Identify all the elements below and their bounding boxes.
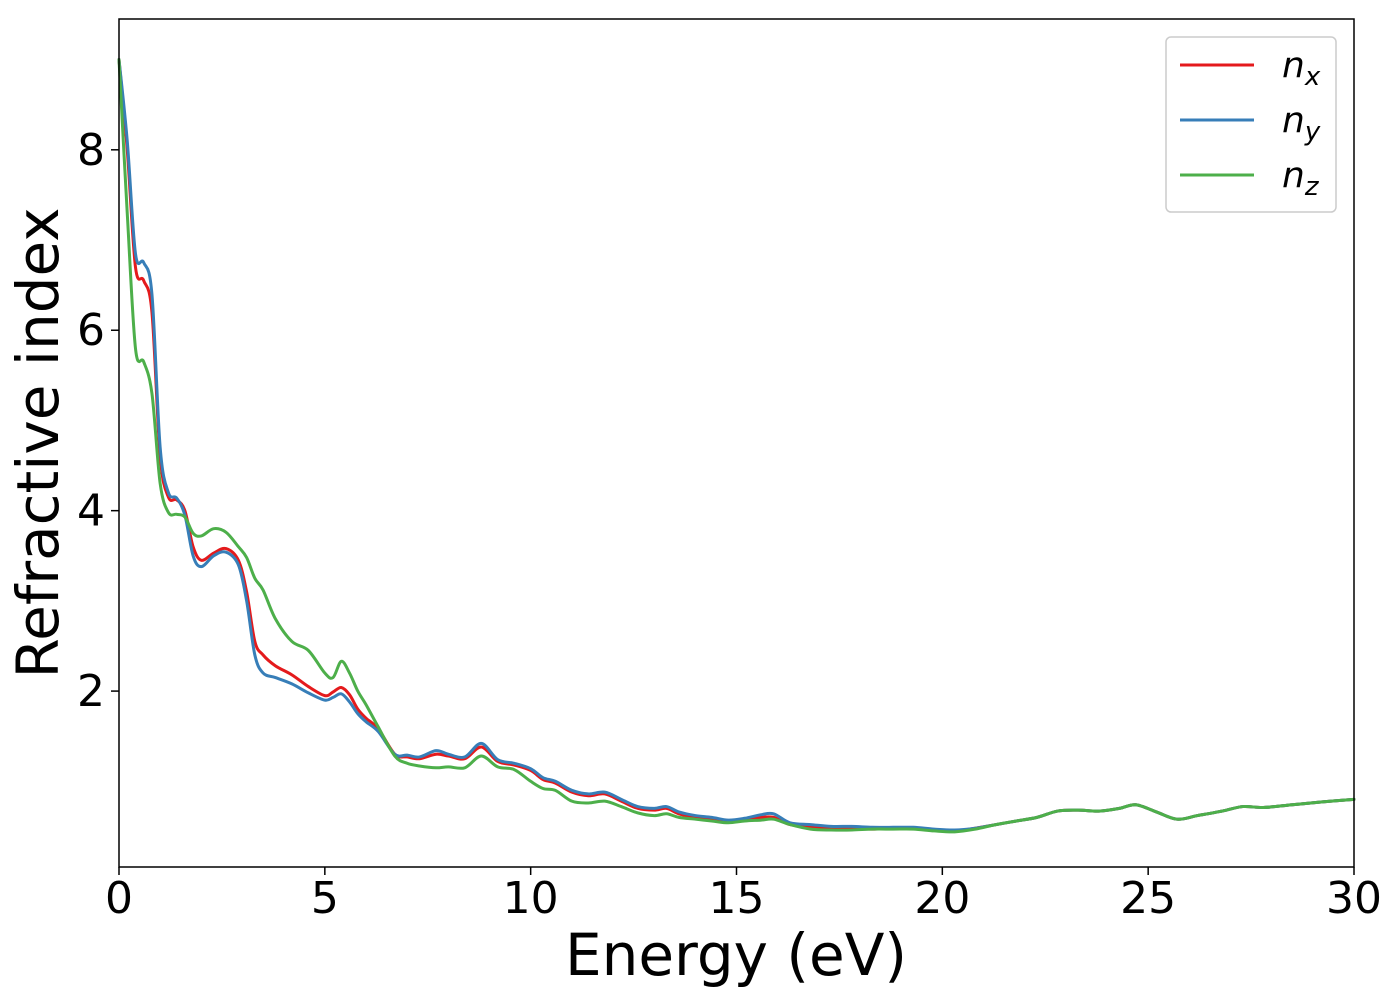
legend-label-ny: ny: [1282, 100, 1321, 147]
x-tick-label: 0: [105, 873, 133, 924]
x-tick-label: 25: [1120, 873, 1176, 924]
y-tick-label: 4: [77, 486, 105, 537]
legend-box: [1165, 36, 1337, 213]
series-layer: [117, 58, 1356, 834]
x-tick-label: 30: [1326, 873, 1382, 924]
x-tick-label: 15: [709, 873, 765, 924]
series-line-nz: [117, 58, 1356, 834]
x-axis-title: Energy (eV): [565, 921, 907, 989]
legend-label-nz: nz: [1282, 155, 1320, 202]
y-tick-label: 6: [77, 305, 105, 356]
x-tick-label: 10: [503, 873, 559, 924]
y-axis-ticks: 2 4 6 8: [77, 125, 119, 717]
y-tick-label: 8: [77, 125, 105, 176]
x-tick-label: 20: [914, 873, 970, 924]
legend-label-nx: nx: [1282, 45, 1321, 92]
x-axis-ticks: 0 5 10 15 20 25 30: [105, 867, 1382, 924]
legend-entries: nx ny nz: [1180, 45, 1321, 202]
x-tick-label: 5: [311, 873, 339, 924]
y-tick-label: 2: [77, 666, 105, 717]
legend: nx ny nz: [1165, 36, 1337, 213]
y-axis-title: Refractive index: [4, 207, 72, 678]
